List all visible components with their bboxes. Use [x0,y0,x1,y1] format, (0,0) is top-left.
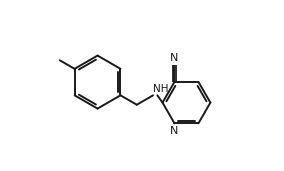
Text: N: N [170,53,179,63]
Text: NH: NH [153,84,169,94]
Text: N: N [170,126,178,136]
